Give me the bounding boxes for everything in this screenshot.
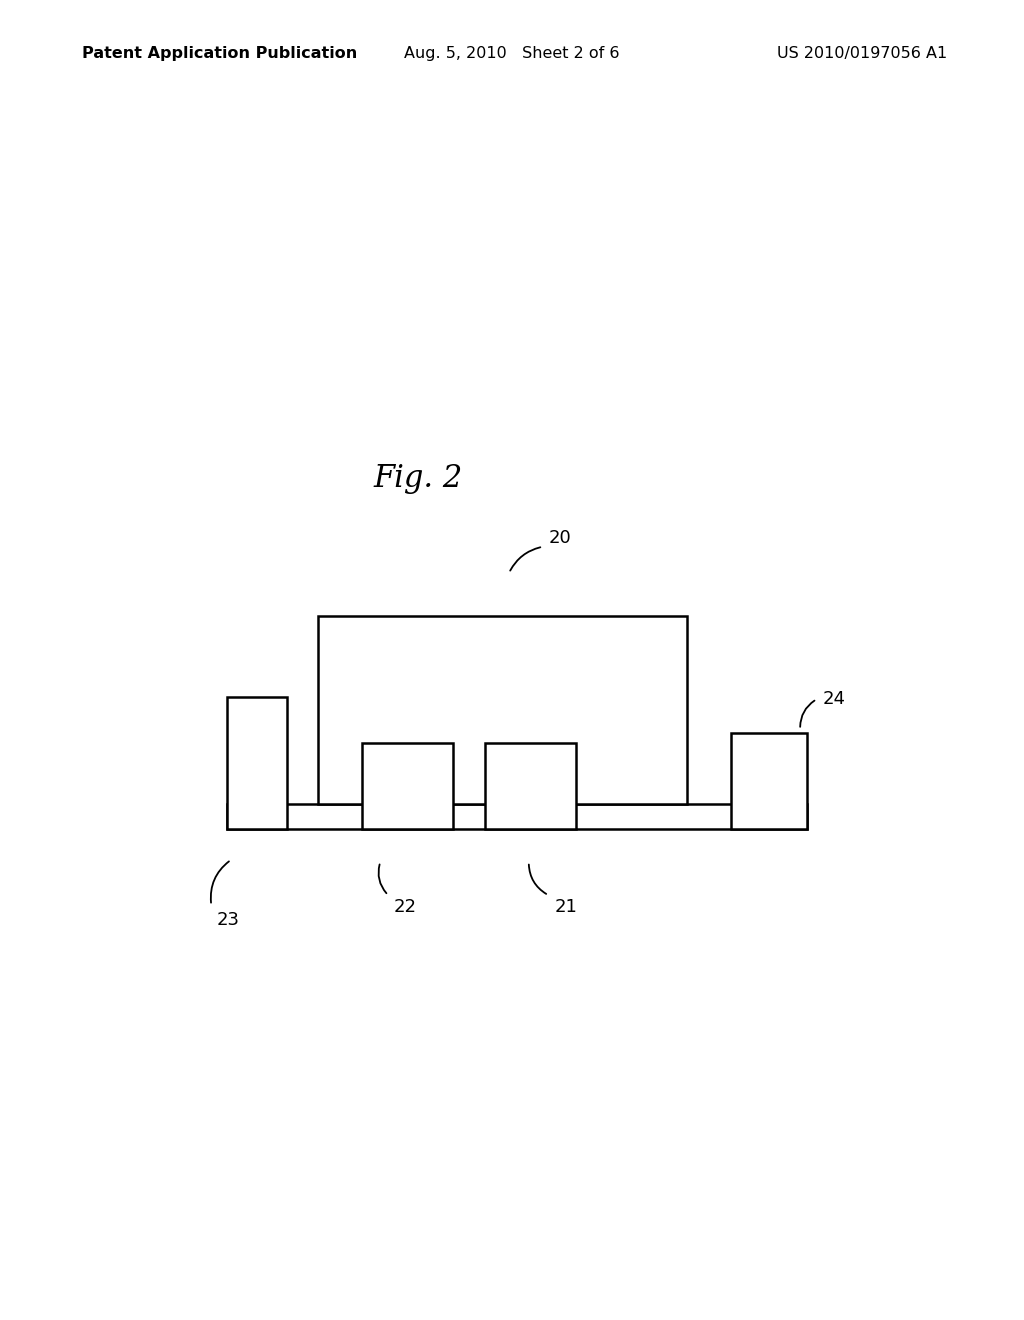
Bar	[318, 615, 687, 804]
Bar	[227, 697, 287, 829]
Text: Patent Application Publication: Patent Application Publication	[82, 46, 357, 61]
Bar	[227, 804, 807, 829]
Text: Aug. 5, 2010   Sheet 2 of 6: Aug. 5, 2010 Sheet 2 of 6	[404, 46, 620, 61]
Text: Fig. 2: Fig. 2	[373, 463, 462, 494]
Text: 22: 22	[394, 899, 417, 916]
Bar	[731, 733, 807, 829]
Text: 23: 23	[217, 911, 240, 928]
Text: 24: 24	[822, 690, 846, 708]
Text: 21: 21	[554, 899, 578, 916]
Text: US 2010/0197056 A1: US 2010/0197056 A1	[777, 46, 947, 61]
Bar	[362, 743, 454, 829]
Text: 20: 20	[549, 529, 571, 546]
Bar	[485, 743, 577, 829]
